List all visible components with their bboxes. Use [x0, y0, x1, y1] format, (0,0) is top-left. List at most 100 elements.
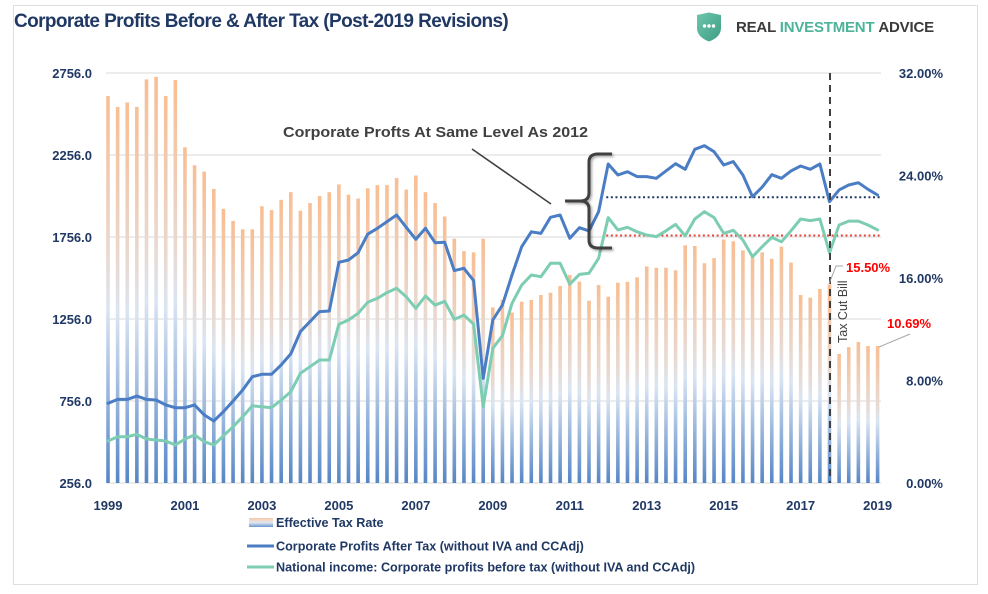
- tax-rate-bar: [673, 270, 678, 483]
- y-right-tick-label: 0.00%: [906, 476, 943, 491]
- tax-rate-bar: [693, 245, 697, 483]
- x-tick-label: 2001: [170, 498, 199, 513]
- tax-rate-bar: [135, 106, 139, 483]
- tax-rate-bar: [240, 229, 245, 483]
- chart-frame: [13, 5, 978, 585]
- tax-rate-bar: [837, 353, 841, 483]
- tax-rate-bar: [683, 245, 687, 483]
- tax-rate-bar: [721, 239, 726, 483]
- tax-rate-bar: [327, 192, 332, 483]
- tax-rate-bar: [317, 196, 322, 483]
- tax-rate-bar: [567, 275, 572, 483]
- tax-rate-bar: [269, 210, 274, 483]
- brand-word-real: REAL: [736, 18, 776, 36]
- legend-label: Effective Tax Rate: [276, 516, 384, 530]
- legend-label: National income: Corporate profits befor…: [276, 561, 695, 575]
- legend: Effective Tax Rate Corporate Profits Aft…: [247, 516, 695, 575]
- tax-rate-bar: [750, 257, 755, 483]
- legend-item-effective-tax-rate: Effective Tax Rate: [249, 516, 384, 530]
- tax-rate-bar: [385, 185, 389, 483]
- after-tax-profits-line: [106, 144, 880, 423]
- tax-rate-bar: [654, 267, 659, 483]
- callout-leader-15-50: [828, 265, 843, 285]
- tax-rate-bar: [606, 296, 611, 483]
- y-left-tick-label: 756.0: [59, 394, 92, 409]
- y-left-tick-label: 1756.0: [52, 230, 92, 245]
- tax-rate-bar: [231, 220, 235, 483]
- tax-rate-bars: [106, 76, 880, 483]
- tax-rate-bar: [769, 258, 774, 483]
- tax-rate-bar: [818, 289, 822, 483]
- tax-rate-bar: [635, 277, 639, 483]
- annotation-same-level-2012: Corporate Profts At Same Level As 2012: [283, 124, 588, 141]
- tax-rate-bar: [260, 206, 264, 483]
- tax-rate-bar: [106, 96, 110, 483]
- brand-name: REAL INVESTMENT ADVICE: [736, 19, 934, 36]
- y-left-tick-label: 1256.0: [52, 312, 92, 327]
- x-tick-label: 2009: [478, 498, 507, 513]
- profit-lines: [106, 144, 880, 447]
- axes: 256.0 756.0 1256.0 1756.0 2256.0 2756.0 0.00% 8…: [52, 66, 943, 513]
- tax-rate-bar: [173, 80, 178, 483]
- tax-rate-bar: [394, 178, 399, 483]
- tax-rate-bar: [529, 300, 534, 483]
- tax-rate-bar: [414, 175, 418, 483]
- y-right-tick-label: 32.00%: [899, 66, 944, 81]
- x-tick-label: 2003: [247, 498, 276, 513]
- x-tick-label: 2013: [632, 498, 661, 513]
- tax-rate-bar: [115, 106, 120, 483]
- tax-rate-bar: [616, 282, 620, 483]
- x-tick-label: 2015: [709, 498, 738, 513]
- y-right-tick-label: 24.00%: [899, 169, 944, 184]
- tax-rate-bar: [760, 252, 764, 483]
- tax-rate-bar: [442, 216, 447, 483]
- tax-rate-bar: [500, 299, 505, 483]
- tax-rate-bar: [337, 184, 341, 483]
- tax-rate-bar: [346, 194, 351, 483]
- x-tick-label: 2019: [863, 498, 892, 513]
- tax-rate-bar: [288, 192, 293, 483]
- brand-word-advice: ADVICE: [878, 18, 934, 36]
- tax-rate-bar: [798, 295, 803, 483]
- tax-rate-bar: [491, 307, 495, 483]
- tax-rate-bar: [625, 281, 630, 483]
- tax-rate-bar: [183, 147, 187, 483]
- x-tick-label: 2011: [556, 498, 584, 513]
- tax-rate-bar: [144, 79, 149, 483]
- tax-rate-bar: [510, 312, 514, 483]
- tax-rate-bar: [163, 96, 168, 483]
- annotation-leader-line: [471, 148, 552, 205]
- tax-rate-bar: [808, 297, 813, 483]
- tax-rate-bar: [433, 203, 437, 483]
- legend-label: Corporate Profits After Tax (without IVA…: [276, 540, 584, 554]
- x-tick-label: 1999: [94, 498, 123, 513]
- reference-lines: [606, 196, 881, 237]
- tax-rate-bar: [365, 188, 370, 483]
- brand-logo: REAL INVESTMENT ADVICE: [696, 12, 934, 42]
- tax-rate-bar: [356, 198, 360, 483]
- tax-rate-bar: [577, 281, 582, 483]
- tax-rate-bar: [539, 295, 543, 483]
- tax-rate-bar: [741, 250, 745, 483]
- tax-rate-bar: [846, 347, 851, 483]
- tax-rate-bar: [548, 292, 553, 483]
- pre-tax-profits-line: [106, 210, 880, 447]
- tax-rate-bar: [212, 188, 216, 483]
- legend-item-after-tax: Corporate Profits After Tax (without IVA…: [247, 540, 584, 554]
- tax-rate-bar: [866, 346, 870, 483]
- y-right-tick-label: 8.00%: [906, 374, 943, 389]
- tax-rate-bar: [192, 165, 197, 483]
- tax-rate-bar: [875, 346, 880, 483]
- legend-swatch-bar: [249, 518, 273, 527]
- tax-rate-bar: [250, 229, 255, 483]
- tax-rate-bar: [375, 185, 380, 483]
- tax-rate-bar: [481, 238, 485, 483]
- shield-chat-icon: [697, 12, 721, 42]
- y-left-tick-label: 2256.0: [52, 148, 92, 163]
- y-left-tick-label: 256.0: [59, 476, 92, 491]
- y-right-tick-label: 16.00%: [899, 271, 944, 286]
- x-tick-label: 2005: [324, 498, 353, 513]
- tax-rate-bar: [462, 251, 466, 483]
- tax-rate-bar: [587, 300, 591, 483]
